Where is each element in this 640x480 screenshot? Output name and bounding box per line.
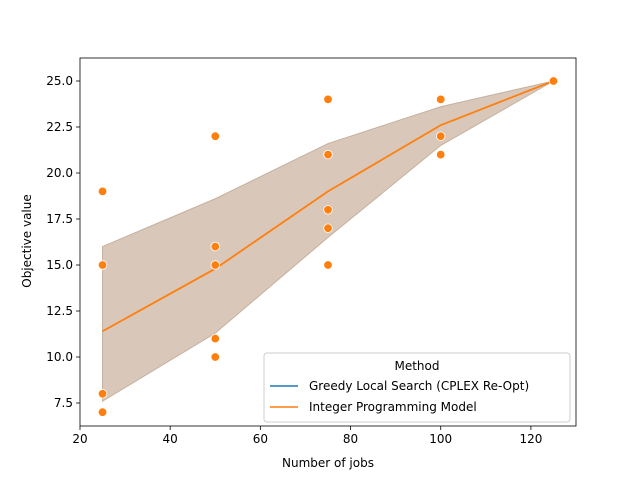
y-tick-label: 25.0	[46, 74, 73, 88]
data-point	[436, 131, 446, 141]
x-tick-label: 100	[429, 432, 452, 446]
legend-title: Method	[394, 359, 439, 373]
y-tick-label: 17.5	[46, 212, 73, 226]
data-point	[323, 149, 333, 160]
data-point	[210, 241, 220, 252]
data-point	[323, 94, 333, 105]
data-point	[436, 94, 446, 105]
x-axis: 20 40 60 80 100 120	[72, 426, 542, 446]
data-point	[97, 407, 108, 417]
y-tick-label: 7.5	[54, 396, 73, 410]
y-tick-label: 12.5	[46, 304, 73, 318]
data-point	[97, 260, 108, 270]
data-point	[323, 223, 333, 233]
confidence-band	[102, 80, 554, 403]
x-tick-label: 40	[163, 432, 178, 446]
y-tick-label: 20.0	[46, 166, 73, 180]
x-tick-label: 80	[343, 432, 358, 446]
data-point	[210, 333, 220, 344]
plot-area	[97, 76, 559, 417]
y-axis-label: Objective value	[20, 194, 34, 288]
legend: Method Greedy Local Search (CPLEX Re-Opt…	[263, 352, 571, 423]
data-point	[436, 149, 446, 160]
data-point	[97, 186, 108, 197]
data-point	[210, 260, 220, 270]
data-point	[323, 260, 333, 270]
legend-label-ip: Integer Programming Model	[309, 400, 477, 414]
y-axis: 7.5 10.0 12.5 15.0 17.5 20.0 22.5 25.0	[46, 74, 80, 410]
legend-box	[263, 352, 571, 423]
legend-label-greedy: Greedy Local Search (CPLEX Re-Opt)	[309, 379, 529, 393]
data-point	[323, 205, 333, 215]
x-tick-label: 60	[253, 432, 268, 446]
x-axis-label: Number of jobs	[282, 456, 374, 470]
y-tick-label: 10.0	[46, 350, 73, 364]
y-tick-label: 22.5	[46, 120, 73, 134]
x-tick-label: 120	[519, 432, 542, 446]
data-point	[210, 131, 220, 141]
data-point	[210, 352, 220, 362]
x-tick-label: 20	[72, 432, 87, 446]
data-point	[548, 76, 559, 86]
y-tick-label: 15.0	[46, 258, 73, 272]
series-line-0	[102, 80, 554, 333]
axes-frame	[79, 57, 577, 427]
data-point	[97, 389, 108, 399]
